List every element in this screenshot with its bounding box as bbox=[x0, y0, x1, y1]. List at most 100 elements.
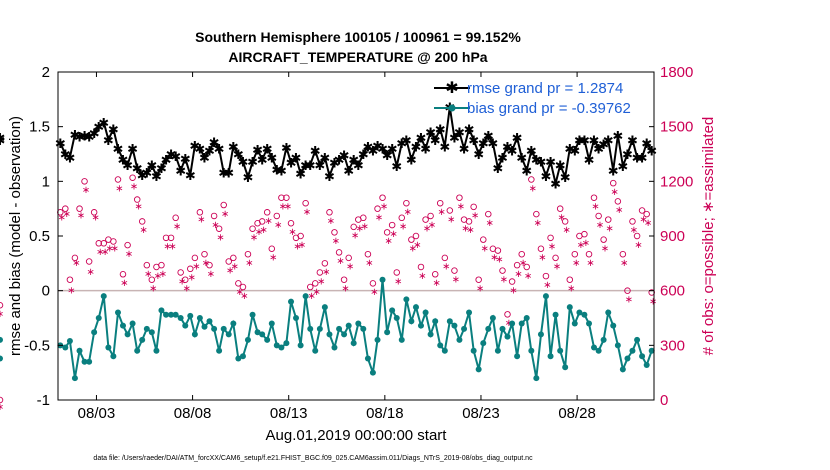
obs-possible-marker bbox=[340, 276, 348, 283]
obs-possible-marker bbox=[0, 301, 4, 309]
bias-point bbox=[605, 309, 612, 316]
obs-possible-marker bbox=[138, 218, 146, 225]
y-tick-label: 0.5 bbox=[29, 228, 50, 245]
obs-assimilated-marker: ∗ bbox=[125, 249, 133, 260]
axis-ticks: -1 -0.5 0 0.5 1 1.5 2 0 300 600 900 1200 1500 1800 08/… bbox=[24, 64, 693, 422]
obs-assimilated-marker: ∗ bbox=[457, 202, 465, 213]
bias-point bbox=[143, 325, 150, 332]
obs-possible-marker bbox=[556, 205, 564, 212]
obs-possible-marker bbox=[470, 203, 477, 211]
bias-point bbox=[86, 358, 93, 365]
obs-possible-marker bbox=[172, 214, 179, 222]
obs-count-markers: ∗∗∗∗∗∗∗∗∗∗∗∗∗∗∗∗∗∗∗∗∗∗∗∗∗∗∗∗∗∗∗∗∗∗∗∗∗∗∗∗… bbox=[0, 174, 657, 413]
obs-assimilated-marker: ∗ bbox=[120, 278, 128, 289]
rmse-point: ✱ bbox=[314, 158, 325, 173]
obs-possible-marker bbox=[638, 207, 646, 214]
rmse-point: ✱ bbox=[118, 152, 129, 167]
obs-assimilated-marker: ∗ bbox=[562, 225, 570, 236]
obs-assimilated-marker: ∗ bbox=[221, 209, 229, 220]
obs-possible-marker bbox=[71, 254, 79, 262]
obs-possible-marker bbox=[427, 212, 434, 220]
obs-possible-marker bbox=[619, 250, 627, 258]
obs-assimilated-marker: ∗ bbox=[447, 214, 455, 225]
bias-point bbox=[518, 320, 525, 327]
obs-possible-marker bbox=[143, 261, 151, 269]
bias-point bbox=[139, 336, 146, 343]
obs-assimilated-marker: ∗ bbox=[481, 243, 489, 254]
obs-possible-marker bbox=[633, 232, 641, 240]
rmse-point: ✱ bbox=[521, 163, 532, 178]
obs-assimilated-marker: ∗ bbox=[317, 276, 325, 287]
obs-assimilated-marker: ∗ bbox=[486, 218, 494, 229]
chart-subtitle: AIRCRAFT_TEMPERATURE @ 200 hPa bbox=[228, 49, 487, 65]
obs-assimilated-marker: ∗ bbox=[250, 233, 258, 244]
bias-point bbox=[293, 315, 300, 321]
obs-possible-marker bbox=[119, 271, 127, 278]
bias-point bbox=[225, 331, 232, 338]
bias-point bbox=[475, 366, 482, 373]
rmse-point: ✱ bbox=[478, 136, 489, 151]
y-tick-label: 2 bbox=[42, 64, 50, 81]
rmse-point: ✱ bbox=[98, 115, 109, 130]
obs-possible-marker bbox=[360, 214, 367, 222]
obs-assimilated-marker: ∗ bbox=[308, 291, 316, 302]
bias-point bbox=[235, 355, 242, 362]
bias-point bbox=[283, 340, 290, 347]
bias-point bbox=[264, 336, 271, 343]
rmse-point: ✱ bbox=[468, 133, 479, 148]
obs-assimilated-marker: ∗ bbox=[211, 220, 219, 231]
rmse-point: ✱ bbox=[69, 127, 80, 142]
obs-assimilated-marker: ∗ bbox=[634, 240, 642, 251]
bias-point bbox=[297, 342, 304, 349]
x-tick-label: 08/08 bbox=[174, 405, 212, 422]
bias-point bbox=[537, 331, 544, 338]
rmse-point: ✱ bbox=[146, 158, 157, 173]
obs-assimilated-marker: ∗ bbox=[159, 269, 167, 280]
obs-assimilated-marker: ∗ bbox=[106, 243, 114, 254]
obs-possible-marker bbox=[446, 207, 454, 214]
obs-possible-marker bbox=[220, 201, 227, 209]
rmse-point: ✱ bbox=[137, 168, 148, 183]
bias-point bbox=[187, 312, 194, 319]
bias-point bbox=[489, 315, 496, 321]
bias-point bbox=[196, 315, 203, 321]
obs-possible-marker bbox=[523, 263, 530, 271]
obs-possible-marker bbox=[590, 194, 598, 201]
obs-assimilated-marker: ∗ bbox=[389, 229, 397, 240]
bias-point bbox=[389, 307, 396, 314]
obs-assimilated-marker: ∗ bbox=[505, 318, 513, 329]
obs-possible-marker bbox=[95, 240, 103, 247]
obs-possible-marker bbox=[225, 258, 232, 265]
obs-assimilated-marker: ∗ bbox=[490, 253, 498, 264]
obs-assimilated-marker: ∗ bbox=[293, 242, 301, 253]
obs-assimilated-marker: ∗ bbox=[404, 207, 412, 218]
bias-point bbox=[542, 293, 549, 300]
bias-point bbox=[336, 325, 343, 332]
obs-assimilated-marker: ∗ bbox=[572, 258, 580, 269]
bias-point bbox=[124, 331, 131, 338]
bias-point bbox=[153, 347, 160, 354]
bias-point bbox=[403, 296, 410, 303]
rmse-point: ✱ bbox=[334, 152, 345, 167]
rmse-point: ✱ bbox=[454, 125, 465, 140]
y-tick-label: 0 bbox=[42, 283, 50, 300]
obs-assimilated-marker: ∗ bbox=[332, 236, 340, 247]
rmse-point: ✱ bbox=[122, 158, 133, 173]
rmse-point: ✱ bbox=[396, 136, 407, 151]
rmse-point: ✱ bbox=[266, 150, 277, 165]
obs-assimilated-marker: ∗ bbox=[620, 258, 628, 269]
obs-possible-marker bbox=[273, 212, 281, 220]
y-tick-label: 1.5 bbox=[29, 119, 50, 136]
obs-possible-marker bbox=[456, 194, 463, 201]
rmse-line bbox=[59, 106, 653, 184]
obs-possible-marker bbox=[335, 249, 343, 256]
obs-possible-marker bbox=[412, 232, 420, 240]
obs-possible-marker bbox=[374, 205, 381, 212]
rmse-point: ✱ bbox=[589, 133, 600, 148]
obs-possible-marker bbox=[480, 236, 487, 243]
bias-point bbox=[350, 340, 357, 347]
rmse-point: ✱ bbox=[367, 144, 378, 159]
bias-point bbox=[100, 293, 107, 300]
obs-assimilated-marker: ∗ bbox=[96, 247, 104, 258]
